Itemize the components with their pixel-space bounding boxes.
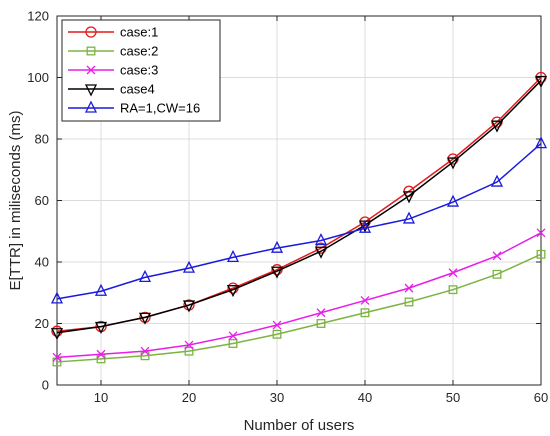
- data-point: [272, 329, 282, 339]
- y-tick-label: 100: [27, 70, 49, 85]
- data-point: [184, 346, 194, 356]
- data-point: [402, 211, 416, 224]
- data-point: [96, 349, 106, 359]
- data-point: [536, 249, 546, 259]
- data-point: [492, 251, 502, 261]
- legend-marker: [86, 65, 96, 75]
- x-axis-title: Number of users: [244, 417, 355, 434]
- data-point: [228, 339, 238, 348]
- axis-ticks: 10 20 30 40 50 60 0 20 40 60 80 100 120: [27, 9, 548, 406]
- data-point: [94, 283, 108, 296]
- legend-label: case4: [120, 82, 155, 97]
- data-point: [536, 228, 546, 238]
- y-axis-title: E[TTR] in miliseconds (ms): [7, 110, 24, 290]
- y-tick-label: 60: [35, 193, 49, 208]
- data-point: [492, 269, 502, 279]
- x-tick-label: 60: [534, 390, 548, 405]
- legend-marker: [84, 100, 98, 113]
- data-point: [182, 300, 196, 313]
- legend-label: case:2: [120, 44, 158, 59]
- x-tick-label: 30: [270, 390, 284, 405]
- legend-entry: case:2: [68, 44, 158, 59]
- data-point: [446, 157, 460, 170]
- x-tick-label: 40: [358, 390, 372, 405]
- y-tick-label: 0: [42, 378, 49, 393]
- legend-label: case:3: [120, 63, 158, 78]
- data-point: [182, 260, 196, 273]
- legend-marker: [86, 46, 96, 56]
- data-point: [51, 325, 63, 337]
- data-point: [94, 321, 108, 335]
- x-tick-label: 50: [446, 390, 460, 405]
- legend-marker: [85, 26, 97, 38]
- legend-label: case:1: [120, 25, 158, 40]
- data-point: [226, 249, 240, 263]
- series-line: [56, 253, 542, 363]
- data-point: [226, 285, 240, 298]
- series-case:3: [52, 228, 546, 362]
- data-point: [316, 319, 326, 328]
- legend-marker: [84, 84, 98, 97]
- x-tick-label: 20: [182, 390, 196, 405]
- series-group: [50, 71, 548, 367]
- data-point: [50, 328, 64, 341]
- data-point: [448, 285, 458, 295]
- series-line: [56, 143, 542, 300]
- data-point: [534, 136, 548, 149]
- data-point: [138, 312, 152, 325]
- data-point: [270, 266, 284, 279]
- data-point: [52, 352, 62, 362]
- series-line: [56, 232, 542, 359]
- y-tick-label: 40: [35, 255, 49, 270]
- y-tick-label: 120: [27, 9, 49, 24]
- y-tick-label: 20: [35, 316, 49, 331]
- data-point: [314, 246, 328, 259]
- data-point: [360, 295, 370, 305]
- data-point: [138, 269, 152, 283]
- data-point: [316, 308, 326, 318]
- data-point: [184, 340, 194, 350]
- data-point: [534, 75, 548, 89]
- legend-label: RA=1,CW=16: [120, 101, 200, 116]
- data-point: [404, 297, 414, 307]
- data-point: [448, 268, 458, 278]
- series-RA=1,CW=16: [50, 136, 548, 304]
- legend-entry: case:1: [68, 25, 158, 40]
- data-point: [402, 191, 416, 204]
- data-point: [228, 331, 238, 341]
- data-point: [140, 346, 150, 356]
- legend-entry: case:3: [68, 63, 158, 78]
- data-point: [446, 194, 460, 207]
- y-tick-label: 80: [35, 132, 49, 147]
- data-point: [490, 174, 504, 187]
- legend-entry: case4: [68, 82, 155, 97]
- legend-entry: RA=1,CW=16: [68, 101, 200, 116]
- data-point: [404, 283, 414, 293]
- data-point: [490, 120, 504, 133]
- series-line: [56, 80, 542, 334]
- data-point: [50, 291, 64, 304]
- legend: case:1 case:2 case:3 case4 RA=1,CW=16: [61, 19, 221, 122]
- data-point: [314, 233, 328, 246]
- series-case:2: [52, 249, 546, 367]
- data-point: [358, 220, 372, 233]
- data-point: [270, 240, 284, 253]
- series-case4: [50, 75, 548, 341]
- x-tick-label: 10: [94, 390, 108, 405]
- data-point: [360, 308, 370, 318]
- data-point: [272, 320, 282, 330]
